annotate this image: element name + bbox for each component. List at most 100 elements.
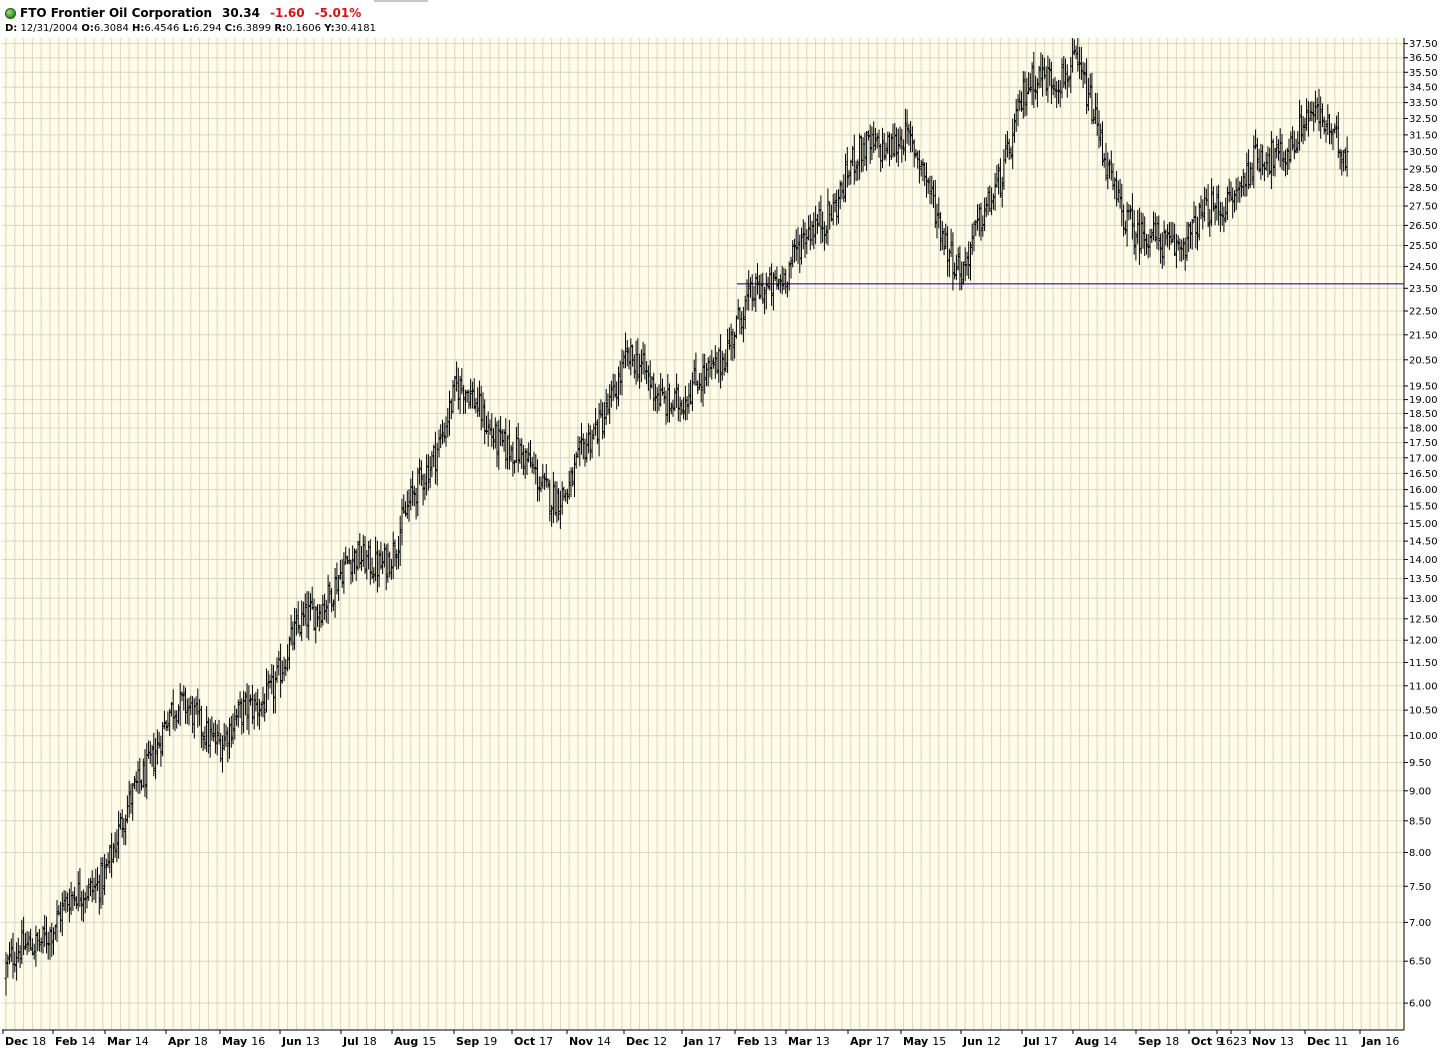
- ohlc-bar: [1245, 152, 1249, 197]
- ohlc-bar: [400, 498, 404, 546]
- ohlc-bar: [856, 159, 860, 181]
- ohlc-bar: [708, 355, 712, 378]
- ohlc-bar: [22, 916, 26, 955]
- ohlc-bar: [1060, 58, 1064, 99]
- ohlc-bar: [442, 422, 446, 443]
- price-chart[interactable]: 37.50 36.50 35.50 34.50 33.50 32.50 31.50 30.50…: [0, 38, 1441, 1054]
- ohlc-bar: [527, 442, 531, 463]
- high-value: 6.4546: [144, 23, 180, 34]
- ohlc-bar: [1129, 205, 1133, 220]
- y-tick-label: 11.50: [1409, 658, 1438, 669]
- ohlc-bar: [794, 229, 798, 261]
- ohlc-bar: [747, 270, 751, 311]
- ohlc-bar: [796, 227, 800, 264]
- ohlc-bar: [1095, 92, 1099, 136]
- y-tick-label: 15.50: [1409, 502, 1438, 513]
- ohlc-bar: [523, 448, 527, 479]
- ohlc-bar: [896, 128, 900, 167]
- ohlc-bar: [946, 226, 950, 277]
- ohlc-bar: [602, 401, 606, 438]
- ohlc-bar: [46, 931, 50, 960]
- ohlc-bar: [1231, 187, 1235, 219]
- y-tick-label: 16.50: [1409, 469, 1438, 480]
- ohlc-bar: [1271, 138, 1275, 176]
- ohlc-bar: [330, 588, 334, 613]
- ohlc-bar: [1208, 209, 1212, 237]
- ohlc-bar: [294, 608, 298, 636]
- ohlc-bar: [342, 552, 346, 594]
- ohlc-bar: [905, 109, 909, 144]
- ohlc-bar: [43, 915, 47, 947]
- ohlc-bar: [1336, 111, 1340, 158]
- ohlc-bar: [263, 693, 267, 722]
- ohlc-bar: [1122, 204, 1126, 237]
- ohlc-bar: [961, 261, 965, 285]
- y-tick-label: 8.00: [1409, 848, 1431, 859]
- ohlc-bar: [1085, 58, 1089, 114]
- ohlc-bar: [1218, 201, 1222, 232]
- ohlc-bar: [636, 338, 640, 382]
- ohlc-bar: [324, 599, 328, 623]
- ohlc-bar: [143, 749, 147, 797]
- ohlc-bar: [1028, 73, 1032, 93]
- ohlc-bar: [338, 559, 342, 580]
- ohlc-bar: [532, 451, 536, 475]
- ohlc-bar: [632, 354, 636, 379]
- ohlc-bar: [580, 422, 583, 455]
- ohlc-bar: [1152, 211, 1155, 241]
- ohlc-bar: [460, 368, 464, 395]
- ohlc-bar: [1287, 138, 1291, 170]
- ohlc-bar: [953, 262, 957, 280]
- ohlc-bar: [1183, 237, 1187, 271]
- x-tick-label: Sep 19: [456, 1035, 497, 1048]
- ohlc-bar: [39, 937, 43, 953]
- y-tick-label: 18.00: [1409, 423, 1438, 434]
- ohlc-bar: [404, 501, 407, 517]
- ohlc-bar: [1134, 231, 1138, 261]
- ohlc-bar: [289, 614, 293, 646]
- ohlc-bar: [884, 142, 888, 161]
- plot-area[interactable]: [2, 38, 1404, 1030]
- ohlc-bar: [4, 952, 8, 996]
- ohlc-bar: [48, 926, 52, 960]
- ohlc-bar: [1305, 98, 1309, 131]
- ohlc-bar: [90, 870, 94, 903]
- ohlc-bar: [976, 204, 979, 231]
- ohlc-bar: [653, 383, 657, 412]
- ohlc-bar: [1102, 153, 1106, 168]
- ohlc-bar: [852, 134, 856, 185]
- y-tick-label: 15.00: [1409, 519, 1438, 530]
- y-tick-label: 19.50: [1409, 382, 1438, 393]
- ohlc-bar: [963, 247, 967, 282]
- y-tick-label: 16.00: [1409, 485, 1438, 496]
- ohlc-bar: [412, 485, 416, 507]
- ohlc-bar: [1213, 202, 1217, 226]
- ohlc-bar: [483, 399, 487, 445]
- ohlc-bar: [875, 132, 879, 149]
- ohlc-bar: [495, 421, 499, 468]
- ohlc-bar: [497, 419, 501, 470]
- ohlc-bar: [509, 445, 513, 462]
- ohlc-bar: [1236, 176, 1240, 203]
- high-label: H:: [132, 23, 145, 34]
- ohlc-bar: [893, 123, 897, 157]
- ohlc-bar: [131, 782, 135, 821]
- y-label: Y:: [324, 23, 335, 34]
- ohlc-bar: [764, 272, 768, 310]
- y-tick-label: 12.00: [1409, 636, 1438, 647]
- ohlc-bar: [822, 221, 826, 251]
- y-tick-label: 31.50: [1409, 130, 1438, 141]
- ohlc-bar: [777, 278, 781, 291]
- ohlc-bar: [1014, 98, 1018, 132]
- date-value: 12/31/2004: [20, 23, 79, 34]
- ohlc-bar: [940, 221, 944, 250]
- ohlc-bar: [347, 548, 351, 565]
- ohlc-bar: [752, 286, 756, 308]
- ohlc-bar: [365, 550, 369, 580]
- ohlc-bar: [1108, 159, 1111, 179]
- ohlc-bar: [451, 380, 455, 414]
- x-tick-label: Jan 17: [683, 1035, 721, 1048]
- ohlc-bar: [245, 683, 249, 730]
- ohlc-bar: [550, 505, 554, 527]
- x-tick-label: May 16: [222, 1035, 265, 1048]
